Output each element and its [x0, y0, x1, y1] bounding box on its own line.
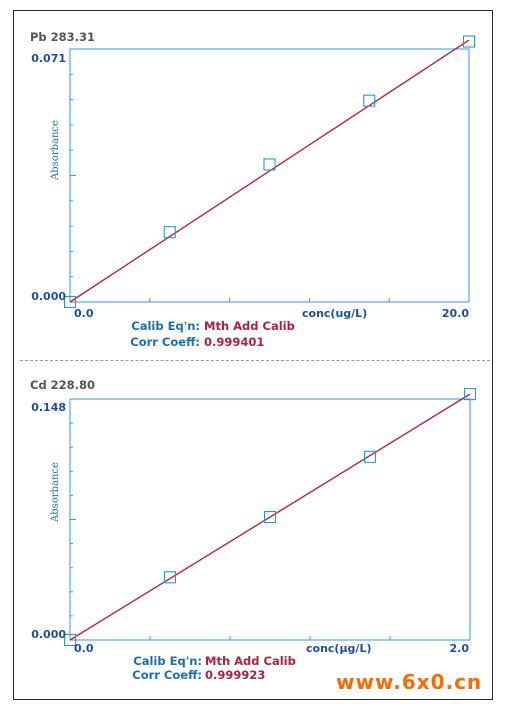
data-point-marker: [363, 94, 376, 107]
y-tick-label-min: 0.000: [31, 628, 66, 641]
corr-coeff-label: Corr Coeff:: [132, 668, 202, 682]
x-tick-label-max: 20.0: [442, 307, 469, 320]
x-tick-label-max: 2.0: [450, 642, 470, 655]
regression-line: [69, 39, 470, 303]
x-tick-label-min: 0.0: [74, 642, 94, 655]
data-point-marker: [263, 511, 277, 524]
data-point-marker: [63, 633, 77, 647]
regression-line: [69, 393, 471, 641]
calib-equation-label: Calib Eq'n:: [133, 654, 202, 668]
corr-coeff-label: Corr Coeff:: [130, 335, 200, 349]
x-axis-title: conc(µg/L): [306, 642, 371, 655]
x-axis-title: conc(ug/L): [302, 307, 367, 320]
calib-equation-value: Mth Add Calib: [205, 654, 296, 668]
watermark-text: www.6x0.cn: [336, 670, 483, 694]
data-point-marker: [63, 295, 77, 309]
data-point-marker: [463, 388, 477, 401]
y-tick-label-max: 0.071: [31, 52, 66, 65]
data-point-marker: [163, 226, 176, 239]
x-tick-label-min: 0.0: [74, 307, 94, 320]
y-tick-label-max: 0.148: [31, 401, 66, 414]
figure-frame: [13, 10, 493, 700]
data-point-marker: [263, 158, 276, 171]
chart-title: Pb 283.31: [30, 30, 95, 44]
calib-equation-value: Mth Add Calib: [204, 319, 295, 333]
data-point-marker: [163, 571, 177, 584]
corr-coeff-value: 0.999923: [205, 668, 265, 682]
y-tick-label-min: 0.000: [31, 290, 66, 303]
data-point-marker: [462, 35, 476, 48]
calib-equation-label: Calib Eq'n:: [131, 319, 200, 333]
y-axis-title: Absorbance: [50, 462, 61, 523]
y-axis-title: Absorbance: [50, 120, 61, 181]
data-point-marker: [363, 450, 377, 463]
corr-coeff-value: 0.999401: [204, 335, 264, 349]
panel-divider: [20, 360, 490, 361]
chart-title: Cd 228.80: [30, 378, 95, 392]
